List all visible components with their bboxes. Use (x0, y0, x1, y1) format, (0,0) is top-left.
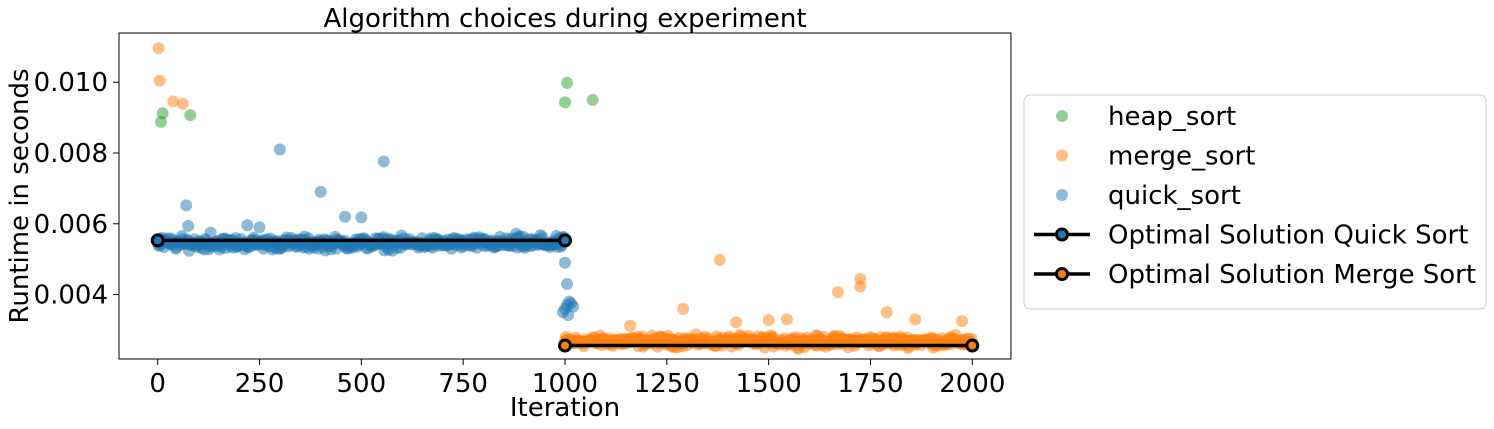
legend-label: merge_sort (1108, 142, 1255, 172)
x-tick-label: 500 (337, 369, 387, 399)
x-tick-label: 250 (235, 369, 285, 399)
data-point (730, 316, 743, 329)
y-tick-label: 0.008 (34, 139, 108, 169)
legend-marker (1056, 149, 1068, 162)
y-tick-label: 0.004 (34, 281, 108, 311)
data-point (559, 256, 571, 269)
legend-box (1023, 94, 1487, 310)
data-point (182, 219, 195, 232)
data-point (180, 199, 193, 212)
data-point (561, 277, 574, 290)
legend-marker (1055, 267, 1069, 281)
legend-item: heap_sort (1056, 102, 1236, 132)
data-point (176, 97, 189, 110)
series-quick-sort (151, 143, 580, 322)
x-tick-label: 1500 (736, 369, 802, 399)
data-point (273, 143, 286, 156)
data-point (559, 96, 571, 109)
legend-item: Optimal Solution Merge Sort (1034, 260, 1476, 290)
axes: 0 250 500 750 1000 1250 1500 1750 2000 0.004 0.006… (34, 32, 1012, 399)
x-tick-label: 1250 (634, 369, 700, 399)
legend-item: merge_sort (1056, 142, 1255, 172)
data-point (153, 74, 166, 87)
legend-item: quick_sort (1056, 181, 1241, 211)
data-point (339, 210, 352, 223)
y-axis-label: Runtime in seconds (5, 68, 35, 323)
optimal-endpoint (150, 233, 165, 248)
chart-title: Algorithm choices during experiment (323, 4, 806, 34)
data-point (510, 227, 523, 240)
data-point (586, 93, 599, 106)
data-point (377, 155, 390, 168)
legend-marker (1056, 110, 1068, 122)
data-point (204, 226, 217, 239)
data-point (167, 95, 180, 108)
legend-label: Optimal Solution Merge Sort (1108, 260, 1476, 290)
data-point (677, 302, 690, 315)
legend-marker (1056, 189, 1068, 201)
data-point (713, 253, 726, 266)
optimal-endpoint (965, 338, 980, 353)
data-point (156, 107, 169, 120)
data-point (253, 221, 266, 234)
data-point (956, 315, 969, 328)
series-heap-sort (154, 76, 599, 128)
x-axis-label: Iteration (510, 393, 620, 423)
optimal-endpoint (558, 338, 572, 353)
x-tick-label: 0 (149, 369, 166, 399)
legend-item: Optimal Solution Quick Sort (1034, 221, 1468, 251)
optimal-line-quick-sort (150, 233, 572, 248)
legend-label: heap_sort (1108, 102, 1236, 132)
data-point (562, 309, 575, 322)
data-point (762, 314, 775, 327)
data-point (184, 109, 197, 122)
x-tick-label: 2000 (939, 369, 1005, 399)
legend-label: Optimal Solution Quick Sort (1108, 221, 1468, 251)
optimal-endpoint (558, 233, 572, 248)
legend-label: quick_sort (1108, 181, 1241, 211)
data-point (561, 76, 574, 89)
legend: heap_sort merge_sort quick_sort Optimal Sol… (1023, 94, 1487, 310)
data-point (355, 211, 368, 224)
y-tick-label: 0.006 (34, 210, 108, 240)
data-point (854, 280, 867, 293)
data-point (624, 319, 637, 332)
data-point (831, 286, 844, 299)
data-point (314, 185, 327, 198)
x-tick-label: 1000 (532, 369, 598, 399)
x-tick-label: 1750 (837, 369, 903, 399)
data-point (534, 229, 547, 242)
data-point (241, 219, 254, 232)
data-point (909, 313, 922, 326)
y-tick-label: 0.010 (34, 68, 108, 98)
data-point (152, 42, 165, 55)
optimal-line-merge-sort (558, 338, 980, 353)
legend-marker (1055, 227, 1069, 242)
data-point (880, 306, 893, 319)
data-point (780, 313, 793, 326)
x-tick-label: 750 (438, 369, 488, 399)
plot-area (150, 42, 980, 355)
